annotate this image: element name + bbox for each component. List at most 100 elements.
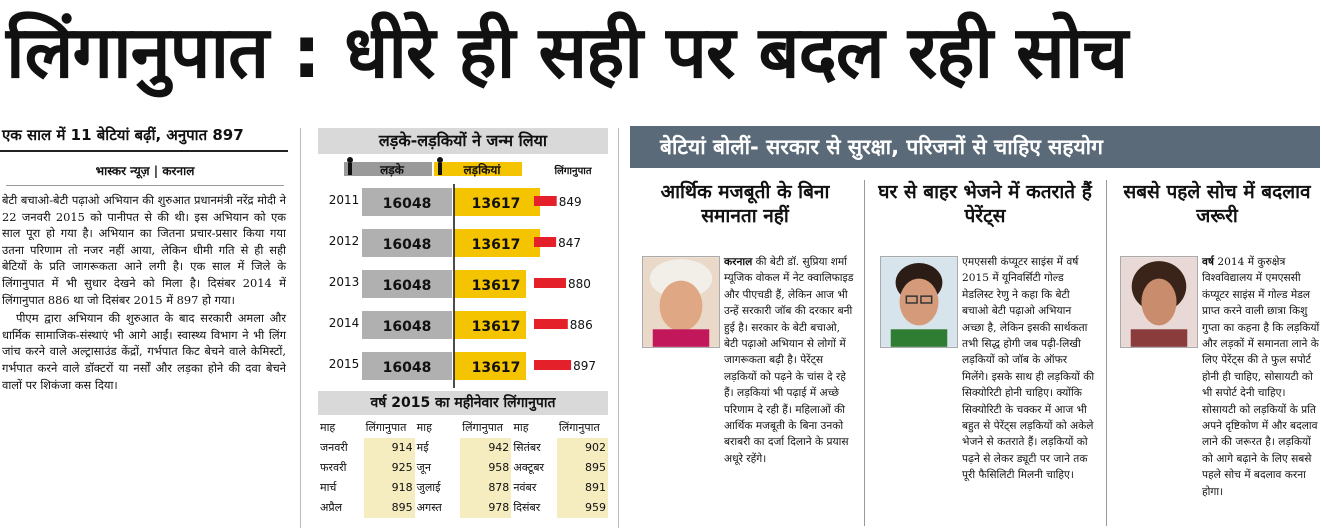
month-ratio: 895 [556, 458, 608, 478]
boys-bar [362, 352, 452, 380]
month-name: नवंबर [513, 481, 537, 494]
col-ratio: लिंगानुपात [558, 421, 600, 434]
girls-value: 13617 [472, 237, 521, 253]
ratio-bar [534, 319, 568, 329]
girls-bar [454, 188, 540, 216]
table-header-row: माह लिंगानुपात माह लिंगानुपात माह लिंगान… [318, 418, 608, 438]
col-ratio: लिंगानुपात [462, 421, 504, 434]
table-row: मार्च 918 जुलाई 878 नवंबर 891 [318, 478, 608, 498]
month-ratio: 959 [556, 498, 608, 518]
chart-title: लड़के-लड़कियों ने जन्म लिया [318, 128, 608, 154]
births-chart: लड़के लड़कियां लिंगानुपात 2011 16048 13617 849… [329, 157, 596, 388]
lead-story: एक साल में 11 बेटियां बढ़ीं, अनुपात 897 … [0, 122, 290, 531]
month-ratio: 878 [460, 478, 512, 498]
legend-label: लड़कियां [463, 163, 502, 177]
girl-icon [438, 163, 442, 175]
daughters-speak-section: बेटियां बोलीं- सरकार से सुरक्षा, परिजनों… [630, 126, 1322, 531]
month-ratio: 958 [460, 458, 512, 478]
story-body: एमएससी कंप्यूटर साइंस में वर्ष 2015 में … [874, 254, 1096, 484]
legend-label: लिंगानुपात [553, 164, 592, 177]
month-ratio: 978 [460, 498, 512, 518]
year-label: 2015 [329, 357, 360, 371]
table-row: अप्रैल 895 अगस्त 978 दिसंबर 959 [318, 498, 608, 518]
boys-value: 16048 [383, 319, 432, 335]
legend-swatch [434, 162, 522, 176]
girls-bar [454, 270, 526, 298]
month-name: जून [416, 461, 431, 474]
lead-subheadline: एक साल में 11 बेटियां बढ़ीं, अनुपात 897 [2, 126, 244, 144]
story-text: की बेटी डॉ. सुप्रिया शर्मा म्यूजिक वोकल … [724, 256, 854, 465]
story-heading: आर्थिक मजबूती के बिना समानता नहीं [660, 181, 830, 227]
ratio-value: 847 [558, 236, 581, 250]
monthly-ratio-title: वर्ष 2015 का महीनेवार लिंगानुपात [318, 391, 608, 415]
girls-value: 13617 [472, 278, 521, 294]
month-name: जनवरी [320, 441, 348, 454]
month-ratio: 914 [363, 438, 415, 458]
month-ratio: 902 [556, 438, 608, 458]
story-text: 2014 में कुरुक्षेत्र विश्वविद्यालय में ए… [1202, 256, 1320, 498]
month-name: अप्रैल [320, 501, 343, 514]
ratio-value: 880 [568, 277, 591, 291]
month-name: अगस्त [416, 501, 442, 514]
col-month: माह [513, 421, 529, 434]
byline: भास्कर न्यूज़ | करनाल [95, 164, 195, 178]
ratio-bar [534, 196, 557, 206]
ratio-value: 886 [570, 318, 593, 332]
boys-bar [362, 188, 452, 216]
month-name: सितंबर [513, 441, 541, 454]
girls-bar [454, 229, 540, 257]
boys-bar [362, 311, 452, 339]
column-divider [618, 128, 619, 528]
year-label: 2014 [329, 316, 360, 330]
monthly-ratio-table: माह लिंगानुपात माह लिंगानुपात माह लिंगान… [318, 418, 608, 518]
divider [6, 185, 284, 186]
boys-bar [362, 270, 452, 298]
boys-value: 16048 [383, 360, 432, 376]
ratio-value: 849 [559, 195, 582, 209]
lead-paragraph: बेटी बचाओ-बेटी पढ़ाओ अभियान की शुरुआत प्… [2, 193, 286, 307]
month-ratio: 942 [460, 438, 512, 458]
col-month: माह [416, 421, 432, 434]
lead-paragraph: पीएम द्वारा अभियान की शुरुआत के बाद सरका… [2, 311, 286, 392]
story-divider [864, 180, 865, 526]
girl-icon [437, 157, 443, 163]
ratio-bar [534, 278, 566, 288]
portrait-photo-icon [642, 256, 720, 348]
month-ratio: 895 [363, 498, 415, 518]
boy-icon [348, 163, 352, 175]
story-supriya: आर्थिक मजबूती के बिना समानता नहीं करनाल … [636, 180, 854, 531]
boy-icon [347, 157, 353, 163]
month-ratio: 918 [363, 478, 415, 498]
month-ratio: 891 [556, 478, 608, 498]
story-renu: घर से बाहर भेजने में कतराते हैं पेरेंट्स… [874, 180, 1096, 531]
col-month: माह [320, 421, 336, 434]
section-banner: बेटियां बोलीं- सरकार से सुरक्षा, परिजनों… [630, 126, 1320, 168]
births-chart-panel: लड़के-लड़कियों ने जन्म लिया लड़के लड़किया… [318, 128, 608, 531]
month-name: फरवरी [320, 461, 347, 474]
portrait-photo-icon [1120, 256, 1198, 348]
story-heading: सबसे पहले सोच में बदलाव जरूरी [1123, 181, 1311, 227]
legend-swatch [344, 162, 432, 176]
story-kishu: सबसे पहले सोच में बदलाव जरूरी वर्ष 2014 … [1114, 180, 1320, 531]
month-ratio: 925 [363, 458, 415, 478]
month-name: जुलाई [416, 481, 441, 494]
girls-bar [454, 311, 526, 339]
col-ratio: लिंगानुपात [365, 421, 407, 434]
table-row: फरवरी 925 जून 958 अक्टूबर 895 [318, 458, 608, 478]
ratio-bar [534, 237, 557, 247]
page-headline: लिंगानुपात : धीरे ही सही पर बदल रही सोच [6, 10, 1128, 94]
year-label: 2012 [329, 234, 360, 248]
girls-value: 13617 [472, 360, 521, 376]
boys-value: 16048 [383, 278, 432, 294]
legend-label: लड़के [379, 163, 405, 177]
story-body: करनाल की बेटी डॉ. सुप्रिया शर्मा म्यूजिक… [636, 254, 854, 467]
month-name: मार्च [320, 481, 337, 494]
boys-value: 16048 [383, 237, 432, 253]
year-label: 2013 [329, 275, 360, 289]
column-divider [300, 128, 301, 528]
story-text: एमएससी कंप्यूटर साइंस में वर्ष 2015 में … [962, 256, 1095, 482]
dateline: वर्ष [1202, 256, 1215, 268]
month-name: दिसंबर [513, 501, 541, 514]
ratio-value: 897 [573, 359, 596, 373]
girls-bar [454, 352, 526, 380]
